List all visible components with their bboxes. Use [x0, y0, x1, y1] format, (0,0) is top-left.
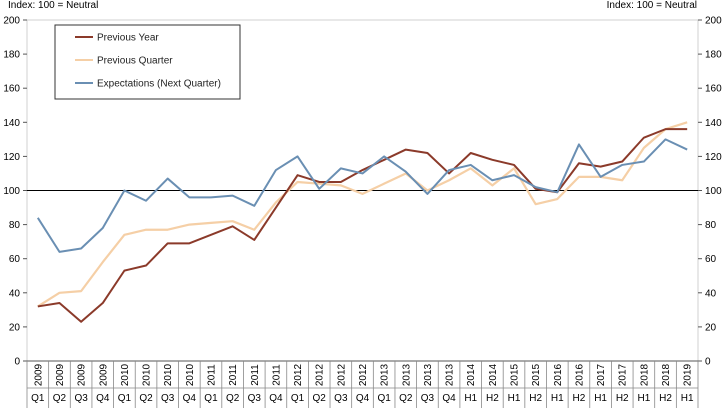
x-period-label: Q3 [161, 393, 175, 404]
x-year-label: 2011 [250, 364, 261, 386]
legend-label: Expectations (Next Quarter) [97, 79, 221, 90]
x-year-label: 2013 [445, 363, 456, 386]
x-year-label: 2017 [618, 363, 629, 386]
y-tick-label-right: 120 [705, 152, 722, 163]
x-year-label: 2012 [358, 363, 369, 386]
x-period-label: Q3 [334, 393, 348, 404]
x-year-label: 2011 [228, 364, 239, 386]
series-line-previous-year [37, 128, 688, 323]
y-tick-label-left: 0 [14, 357, 20, 368]
x-year-label: 2013 [380, 363, 391, 386]
y-tick-label-left: 160 [3, 84, 20, 95]
y-tick-label-left: 140 [3, 118, 20, 129]
y-tick-label-right: 180 [705, 50, 722, 61]
x-period-label: Q3 [421, 393, 435, 404]
x-year-label: 2009 [77, 363, 88, 386]
x-year-label: 2019 [683, 363, 694, 386]
x-period-label: H1 [594, 393, 607, 404]
x-period-label: H2 [573, 393, 586, 404]
x-period-label: Q1 [31, 393, 45, 404]
x-year-label: 2011 [271, 364, 282, 386]
y-tick-label-right: 40 [705, 288, 717, 299]
x-period-label: Q2 [313, 393, 327, 404]
y-tick-label-left: 20 [9, 322, 21, 333]
x-period-label: Q4 [269, 393, 283, 404]
x-year-label: 2014 [488, 363, 499, 386]
x-year-label: 2013 [401, 363, 412, 386]
x-period-label: Q4 [442, 393, 456, 404]
x-period-label: Q2 [226, 393, 240, 404]
x-period-label: Q3 [74, 393, 88, 404]
y-tick-label-right: 0 [705, 357, 711, 368]
x-year-label: 2012 [315, 363, 326, 386]
x-year-label: 2010 [163, 363, 174, 386]
x-period-label: H2 [659, 393, 672, 404]
x-period-label: Q4 [96, 393, 110, 404]
legend-label: Previous Year [97, 33, 159, 44]
y-tick-label-left: 60 [9, 254, 21, 265]
x-year-label: 2009 [55, 363, 66, 386]
x-year-label: 2015 [531, 363, 542, 386]
x-year-label: 2010 [142, 363, 153, 386]
x-year-label: 2014 [466, 363, 477, 386]
y-tick-label-right: 200 [705, 16, 722, 27]
x-period-label: Q4 [356, 393, 370, 404]
x-period-label: H1 [637, 393, 650, 404]
y-tick-label-right: 80 [705, 220, 717, 231]
y-tick-label-right: 20 [705, 322, 717, 333]
x-period-label: Q1 [377, 393, 391, 404]
x-period-label: Q1 [204, 393, 218, 404]
x-period-label: H2 [616, 393, 629, 404]
y-tick-label-left: 40 [9, 288, 21, 299]
x-period-label: H1 [508, 393, 521, 404]
x-period-label: H1 [464, 393, 477, 404]
series-line-expectations-next-quarter [36, 138, 688, 253]
y-tick-label-right: 140 [705, 118, 722, 129]
x-year-label: 2016 [574, 363, 585, 386]
x-period-label: Q2 [139, 393, 153, 404]
y-tick-label-left: 200 [3, 16, 20, 27]
y-tick-label-right: 100 [705, 186, 722, 197]
x-year-label: 2013 [423, 363, 434, 386]
unit-label-right: Index: 100 = Neutral [606, 0, 697, 11]
x-year-label: 2012 [336, 363, 347, 386]
x-period-label: H2 [486, 393, 499, 404]
x-year-label: 2015 [510, 363, 521, 386]
x-period-label: H2 [529, 393, 542, 404]
x-year-label: 2017 [596, 363, 607, 386]
x-period-label: Q2 [53, 393, 67, 404]
y-tick-label-left: 180 [3, 50, 20, 61]
y-tick-label-left: 80 [9, 220, 21, 231]
series-line-previous-quarter [37, 121, 688, 308]
x-period-label: Q4 [183, 393, 197, 404]
x-year-label: 2010 [185, 363, 196, 386]
y-tick-label-right: 60 [705, 254, 717, 265]
unit-label-left: Index: 100 = Neutral [8, 0, 99, 11]
x-period-label: H1 [681, 393, 694, 404]
x-year-label: 2009 [98, 363, 109, 386]
x-year-label: 2018 [639, 363, 650, 386]
x-year-label: 2012 [293, 363, 304, 386]
legend-label: Previous Quarter [97, 56, 173, 67]
x-year-label: 2011 [206, 364, 217, 386]
x-period-label: H1 [551, 393, 564, 404]
x-period-label: Q1 [291, 393, 305, 404]
x-year-label: 2009 [33, 363, 44, 386]
y-tick-label-left: 120 [3, 152, 20, 163]
x-period-label: Q3 [248, 393, 262, 404]
x-year-label: 2010 [120, 363, 131, 386]
x-year-label: 2016 [553, 363, 564, 386]
x-period-label: Q1 [118, 393, 132, 404]
y-tick-label-left: 100 [3, 186, 20, 197]
y-tick-label-right: 160 [705, 84, 722, 95]
x-period-label: Q2 [399, 393, 413, 404]
x-year-label: 2018 [661, 363, 672, 386]
